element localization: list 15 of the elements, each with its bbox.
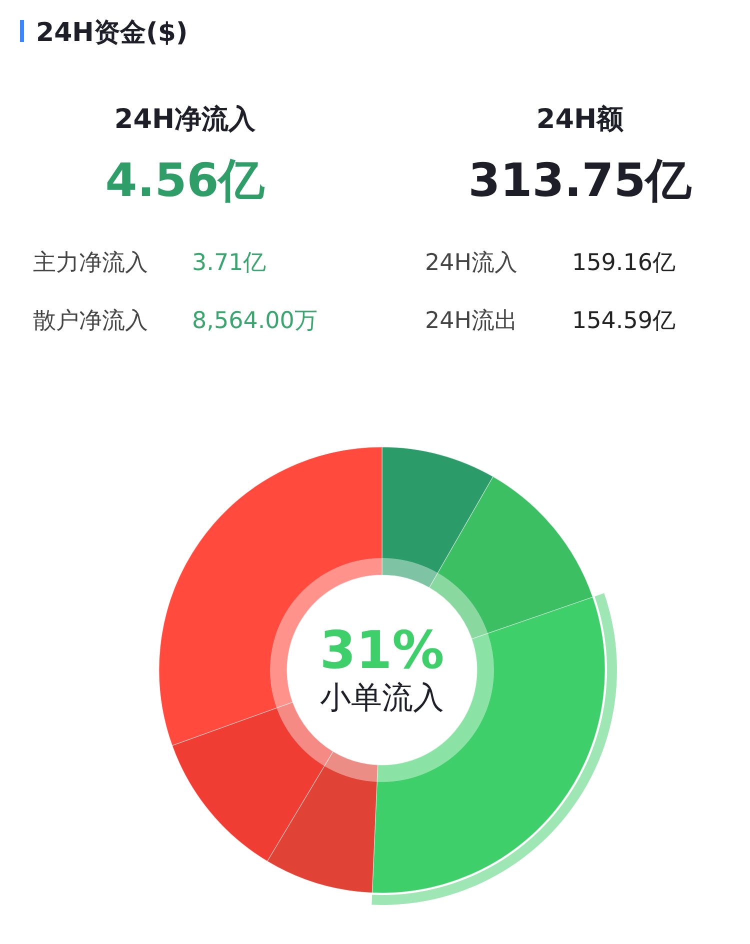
text: 3.71亿 [192, 250, 266, 276]
slice-label: 小单流入 [320, 680, 444, 716]
text: 24H净流入 [114, 104, 257, 135]
text: 24H资金($) [36, 18, 188, 48]
text: 24H流出 [425, 308, 518, 334]
text: 散户净流入 [33, 308, 148, 334]
text: 24H流入 [425, 250, 518, 276]
text: 24H额 [536, 104, 625, 135]
text: 主力净流入 [33, 250, 148, 276]
data-label: 31% [320, 621, 444, 681]
text: 159.16亿 [572, 250, 676, 276]
text: 313.75亿 [468, 153, 693, 207]
text: 154.59亿 [572, 308, 676, 334]
text: 4.56亿 [105, 153, 266, 207]
text: 8,564.00万 [192, 308, 318, 334]
